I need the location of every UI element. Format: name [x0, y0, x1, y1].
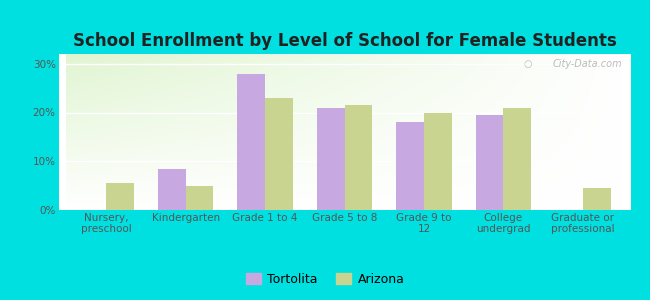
Bar [424, 112, 452, 210]
Text: City-Data.com: City-Data.com [552, 59, 622, 69]
Legend: Tortolita, Arizona: Tortolita, Arizona [240, 268, 410, 291]
Bar [583, 188, 610, 210]
Bar [503, 108, 531, 210]
Bar [265, 98, 293, 210]
Bar [158, 169, 186, 210]
Text: ○: ○ [524, 59, 532, 69]
Bar [186, 186, 213, 210]
Title: School Enrollment by Level of School for Female Students: School Enrollment by Level of School for… [73, 32, 616, 50]
Bar [317, 108, 345, 210]
Bar [344, 105, 372, 210]
Bar [237, 74, 265, 210]
Bar [106, 183, 134, 210]
Bar [396, 122, 424, 210]
Bar [476, 115, 503, 210]
